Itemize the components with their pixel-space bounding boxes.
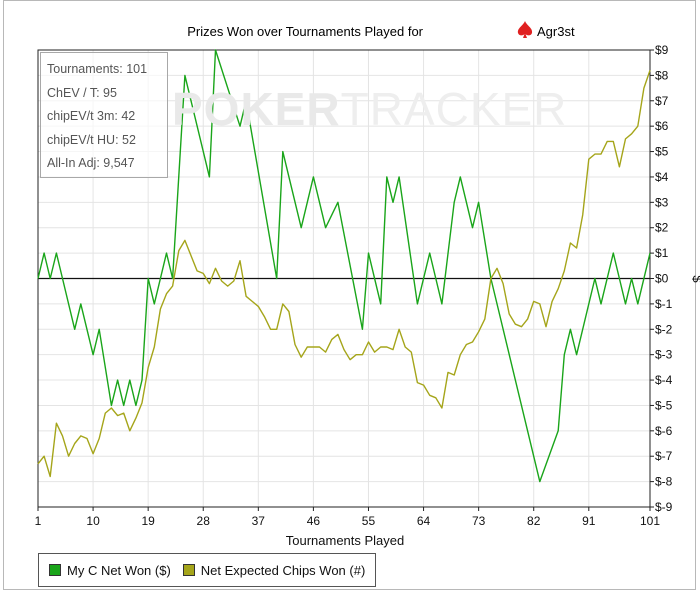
- spade-icon: [517, 21, 533, 38]
- y-tick-label: $0: [655, 272, 669, 286]
- stat-tournaments: Tournaments: 101: [47, 62, 148, 76]
- legend-swatch-net-won: [49, 564, 61, 576]
- legend-label-expected-chips: Net Expected Chips Won (#): [200, 562, 366, 578]
- stat-chipev-hu: chipEV/t HU: 52: [47, 132, 136, 147]
- player-name: Agr3st: [537, 24, 575, 39]
- legend-item-expected-chips[interactable]: Net Expected Chips Won (#): [182, 562, 366, 578]
- x-tick-label: 91: [582, 514, 596, 528]
- series-net-won-line: [37, 49, 651, 483]
- pokertracker-watermark: POKERTRACKER: [172, 83, 568, 135]
- y-tick-label: $-1: [655, 297, 673, 311]
- y-tick-label: $-9: [655, 500, 673, 514]
- legend-item-net-won[interactable]: My C Net Won ($): [49, 563, 171, 578]
- y-tick-label: $-7: [655, 449, 673, 463]
- stat-allin-adj: All-In Adj: 9,547: [47, 156, 135, 170]
- y-tick-label: $3: [655, 195, 669, 209]
- stat-chev-per-t: ChEV / T: 95: [47, 85, 117, 100]
- y-tick-label: $5: [655, 145, 669, 159]
- y-tick-label: $6: [655, 119, 669, 133]
- y-tick-label: $-4: [655, 373, 673, 387]
- legend-swatch-expected-chips: [182, 564, 195, 576]
- y-tick-label: $2: [655, 221, 669, 235]
- x-tick-label: 10: [86, 514, 100, 528]
- x-axis-title: Tournaments Played: [286, 533, 405, 548]
- x-tick-label: 1: [35, 514, 42, 528]
- y-tick-label: $-2: [655, 322, 673, 336]
- legend: My C Net Won ($) Net Expected Chips Won …: [38, 553, 377, 587]
- x-tick-label: 101: [640, 514, 660, 528]
- series-expected-chips-line: [37, 70, 651, 478]
- x-tick-label: 64: [417, 514, 431, 528]
- series-group: [37, 49, 651, 483]
- x-tick-label: 55: [362, 514, 376, 528]
- x-axis: 1 10 19 28 37 46 55 64 73 82 91 101: [35, 507, 660, 528]
- y-axis-title: $: [690, 275, 700, 283]
- y-tick-label: $-5: [655, 398, 673, 412]
- chart-title: Prizes Won over Tournaments Played for: [187, 24, 423, 39]
- x-tick-label: 19: [141, 514, 155, 528]
- y-axis: $9 $8 $7 $6 $5 $4 $3 $2 $1 $0 $-1 $-2 $-3 $-4 $-5 $-6 $-…: [650, 43, 673, 514]
- chart-window: [3, 0, 696, 590]
- x-tick-label: 73: [472, 514, 486, 528]
- x-tick-label: 28: [197, 514, 211, 528]
- x-tick-label: 37: [252, 514, 266, 528]
- y-tick-label: $4: [655, 170, 669, 184]
- legend-label-net-won: My C Net Won ($): [67, 562, 171, 578]
- y-tick-label: $1: [655, 246, 669, 260]
- y-tick-label: $-8: [655, 475, 673, 489]
- y-tick-label: $9: [655, 43, 669, 57]
- y-tick-label: $7: [655, 94, 669, 108]
- stat-chipev-3m: chipEV/t 3m: 42: [47, 109, 136, 123]
- x-tick-label: 46: [307, 514, 321, 528]
- y-tick-label: $-3: [655, 348, 673, 362]
- stats-box: Tournaments: 101 ChEV / T: 95 chipEV/t 3…: [40, 52, 168, 178]
- y-tick-label: $8: [655, 68, 669, 82]
- x-tick-label: 82: [527, 514, 541, 528]
- y-tick-label: $-6: [655, 424, 673, 438]
